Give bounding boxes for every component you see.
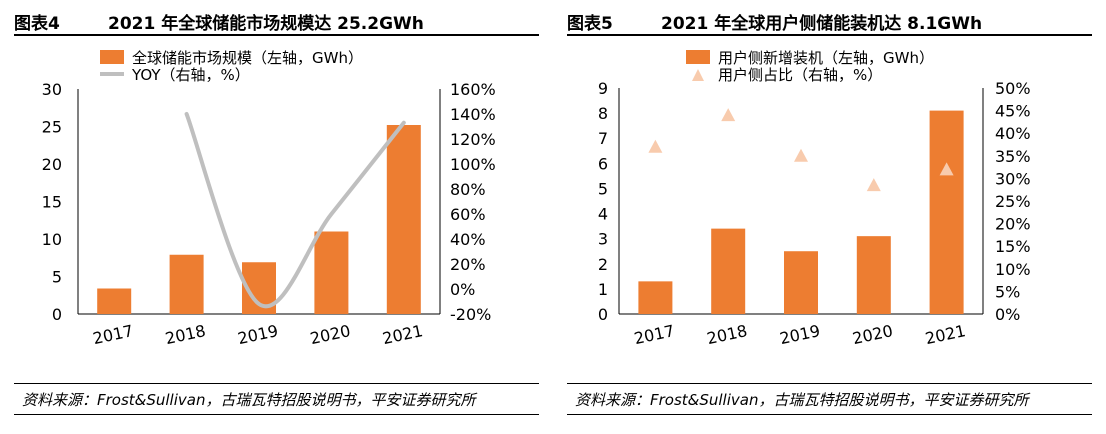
left-axis-tick-label: 0 [52,305,62,324]
bar [169,254,204,314]
legend-label: 全球储能市场规模（左轴，GWh） [132,49,363,67]
global-storage-chart: 0 5 10 15 20 25 30 -20% 0% 20% 40% 60% 80% 100% 120% 14… [42,49,496,348]
x-axis-category-label: 2018 [164,321,208,348]
bar [386,125,421,314]
right-axis-tick-label: 80% [450,180,486,199]
right-axis-tick-label: 45% [995,102,1031,121]
left-axis-tick-label: 6 [598,154,608,173]
figure-title-bar: 图表5 2021 年全球用户侧储能装机达 8.1GWh [567,6,1092,36]
right-axis-tick-label: 120% [450,130,496,149]
left-axis-tick-label: 30 [42,80,62,99]
right-axis-tick-label: 10% [995,260,1031,279]
right-axis-tick-label: 0% [450,280,475,299]
figure-panel-4: 图表4 2021 年全球储能市场规模达 25.2GWh 0 5 10 15 20 25 30… [14,6,539,415]
figure-title: 2021 年全球储能市场规模达 25.2GWh [108,14,424,34]
share-point-triangle [866,178,881,192]
figure-title: 2021 年全球用户侧储能装机达 8.1GWh [661,14,983,34]
bar [638,281,673,314]
user-side-storage-chart: 0 1 2 3 4 5 6 7 8 9 0% 5% 10% 15% 20% 25% 30% 35% 40% 45% 50… [598,49,1031,348]
share-point-triangle [939,162,954,176]
source-note: 资料来源：Frost&Sullivan，古瑞瓦特招股说明书，平安证券研究所 [22,391,476,409]
right-axis-tick-label: 60% [450,205,486,224]
right-axis-tick-label: 160% [450,80,496,99]
share-point-triangle [648,139,663,153]
x-axis-category-label: 2020 [308,321,352,348]
legend-label: 用户侧新增装机（左轴，GWh） [718,49,934,67]
right-axis-tick-label: 25% [995,192,1031,211]
legend-bar-swatch [686,50,710,64]
left-axis-tick-label: 25 [42,118,62,137]
left-axis-tick-label: 8 [598,104,608,123]
legend-triangle-swatch [692,69,704,81]
bar [856,236,891,314]
source-bar: 资料来源：Frost&Sullivan，古瑞瓦特招股说明书，平安证券研究所 [567,383,1092,415]
share-point-triangle [721,108,736,122]
right-axis-tick-label: 30% [995,169,1031,188]
left-axis-tick-label: 4 [598,205,608,224]
bar [929,110,964,314]
x-axis-category-label: 2021 [924,321,968,348]
right-axis-tick-label: 5% [995,282,1020,301]
x-axis-category-label: 2017 [91,321,135,348]
figure-panel-5: 图表5 2021 年全球用户侧储能装机达 8.1GWh 0 1 2 3 4 5 6 7 8 9 0%… [553,0,1106,434]
right-axis-tick-label: 20% [450,255,486,274]
bar [314,231,349,314]
left-axis-tick-label: 5 [598,179,608,198]
bar [97,288,132,314]
x-axis-category-label: 2019 [778,321,822,348]
left-axis-tick-label: 1 [598,280,608,299]
right-axis-tick-label: 140% [450,105,496,124]
figure-number: 图表4 [14,14,60,34]
right-axis-tick-label: 40% [450,230,486,249]
x-axis-category-label: 2018 [705,321,749,348]
share-point-triangle [794,148,808,162]
right-axis-tick-label: -20% [450,305,491,324]
right-axis-tick-label: 15% [995,237,1031,256]
left-axis-tick-label: 0 [598,305,608,324]
legend-label: 用户侧占比（右轴，%） [718,66,882,84]
source-bar: 资料来源：Frost&Sullivan，古瑞瓦特招股说明书，平安证券研究所 [14,383,539,415]
right-axis-tick-label: 20% [995,215,1031,234]
source-note: 资料来源：Frost&Sullivan，古瑞瓦特招股说明书，平安证券研究所 [575,391,1029,409]
left-axis-tick-label: 9 [598,79,608,98]
left-axis-tick-label: 10 [42,230,62,249]
legend-label: YOY（右轴，%） [131,66,250,84]
yoy-line [184,112,406,309]
right-axis-tick-label: 0% [995,305,1020,324]
x-axis-category-label: 2017 [632,321,676,348]
left-axis-tick-label: 3 [598,230,608,249]
bar [784,251,818,314]
x-axis-category-label: 2021 [381,321,425,348]
figure-number: 图表5 [567,14,613,34]
right-axis-tick-label: 50% [995,79,1031,98]
left-axis-tick-label: 7 [598,129,608,148]
right-axis-tick-label: 40% [995,124,1031,143]
x-axis-category-label: 2020 [851,321,895,348]
legend-bar-swatch [100,50,124,64]
bar [711,228,746,314]
left-axis-tick-label: 5 [52,268,62,287]
right-axis-tick-label: 100% [450,155,496,174]
x-axis-category-label: 2019 [236,321,280,348]
figure-title-bar: 图表4 2021 年全球储能市场规模达 25.2GWh [14,6,539,36]
left-axis-tick-label: 15 [42,193,62,212]
left-axis-tick-label: 20 [42,155,62,174]
left-axis-tick-label: 2 [598,255,608,274]
right-axis-tick-label: 35% [995,147,1031,166]
